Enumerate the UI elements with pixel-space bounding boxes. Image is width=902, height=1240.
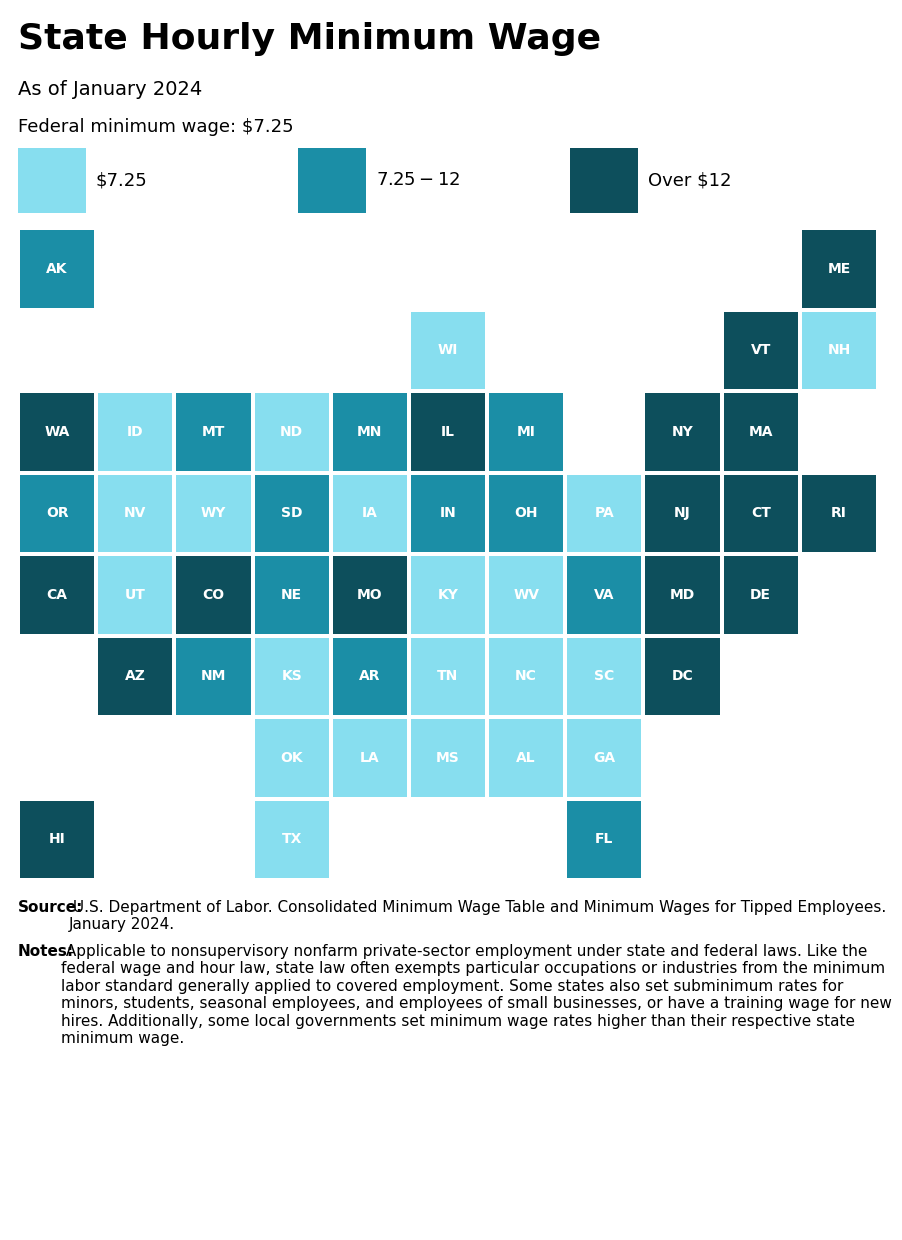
Text: AL: AL: [516, 750, 536, 765]
Text: UT: UT: [124, 588, 145, 601]
Text: NC: NC: [515, 670, 537, 683]
Text: Applicable to nonsupervisory nonfarm private-sector employment under state and f: Applicable to nonsupervisory nonfarm pri…: [61, 944, 891, 1047]
Text: MA: MA: [748, 425, 772, 439]
Text: WY: WY: [200, 506, 226, 521]
Text: NJ: NJ: [674, 506, 690, 521]
Text: GA: GA: [593, 750, 615, 765]
Text: VT: VT: [750, 343, 770, 357]
Text: TX: TX: [281, 832, 301, 846]
Text: RI: RI: [830, 506, 846, 521]
Text: LA: LA: [360, 750, 379, 765]
Text: MT: MT: [201, 425, 225, 439]
Text: DC: DC: [671, 670, 693, 683]
Text: DE: DE: [750, 588, 770, 601]
Text: NY: NY: [671, 425, 693, 439]
Text: CA: CA: [47, 588, 68, 601]
Text: WV: WV: [512, 588, 538, 601]
Text: $7.25: $7.25: [96, 171, 148, 188]
Text: MS: MS: [436, 750, 459, 765]
Text: MI: MI: [516, 425, 535, 439]
Text: ID: ID: [127, 425, 143, 439]
Text: Notes:: Notes:: [18, 944, 74, 959]
Text: IN: IN: [439, 506, 456, 521]
Text: PA: PA: [594, 506, 613, 521]
Text: State Hourly Minimum Wage: State Hourly Minimum Wage: [18, 22, 601, 56]
Text: Source:: Source:: [18, 900, 83, 915]
Text: SD: SD: [281, 506, 302, 521]
Text: VA: VA: [594, 588, 614, 601]
Text: Over $12: Over $12: [648, 171, 731, 188]
Text: ME: ME: [826, 262, 850, 275]
Text: TN: TN: [437, 670, 458, 683]
Text: NM: NM: [200, 670, 226, 683]
Text: ND: ND: [280, 425, 303, 439]
Text: As of January 2024: As of January 2024: [18, 81, 202, 99]
Text: NH: NH: [826, 343, 850, 357]
Text: IA: IA: [362, 506, 377, 521]
Text: AZ: AZ: [124, 670, 145, 683]
Text: MD: MD: [669, 588, 695, 601]
Text: WA: WA: [44, 425, 69, 439]
Text: CO: CO: [202, 588, 225, 601]
Text: HI: HI: [49, 832, 65, 846]
Text: $7.25-$12: $7.25-$12: [375, 171, 460, 188]
Text: IL: IL: [440, 425, 455, 439]
Text: AR: AR: [359, 670, 380, 683]
Text: MO: MO: [356, 588, 382, 601]
Text: NV: NV: [124, 506, 146, 521]
Text: WI: WI: [437, 343, 457, 357]
Text: KY: KY: [437, 588, 458, 601]
Text: MN: MN: [356, 425, 382, 439]
Text: NE: NE: [281, 588, 302, 601]
Text: OR: OR: [46, 506, 69, 521]
Text: U.S. Department of Labor. Consolidated Minimum Wage Table and Minimum Wages for : U.S. Department of Labor. Consolidated M…: [69, 900, 886, 932]
Text: FL: FL: [594, 832, 612, 846]
Text: SC: SC: [594, 670, 613, 683]
Text: AK: AK: [46, 262, 68, 275]
Text: OK: OK: [280, 750, 302, 765]
Text: Federal minimum wage: $7.25: Federal minimum wage: $7.25: [18, 118, 293, 136]
Text: KS: KS: [281, 670, 301, 683]
Text: CT: CT: [750, 506, 769, 521]
Text: OH: OH: [514, 506, 538, 521]
